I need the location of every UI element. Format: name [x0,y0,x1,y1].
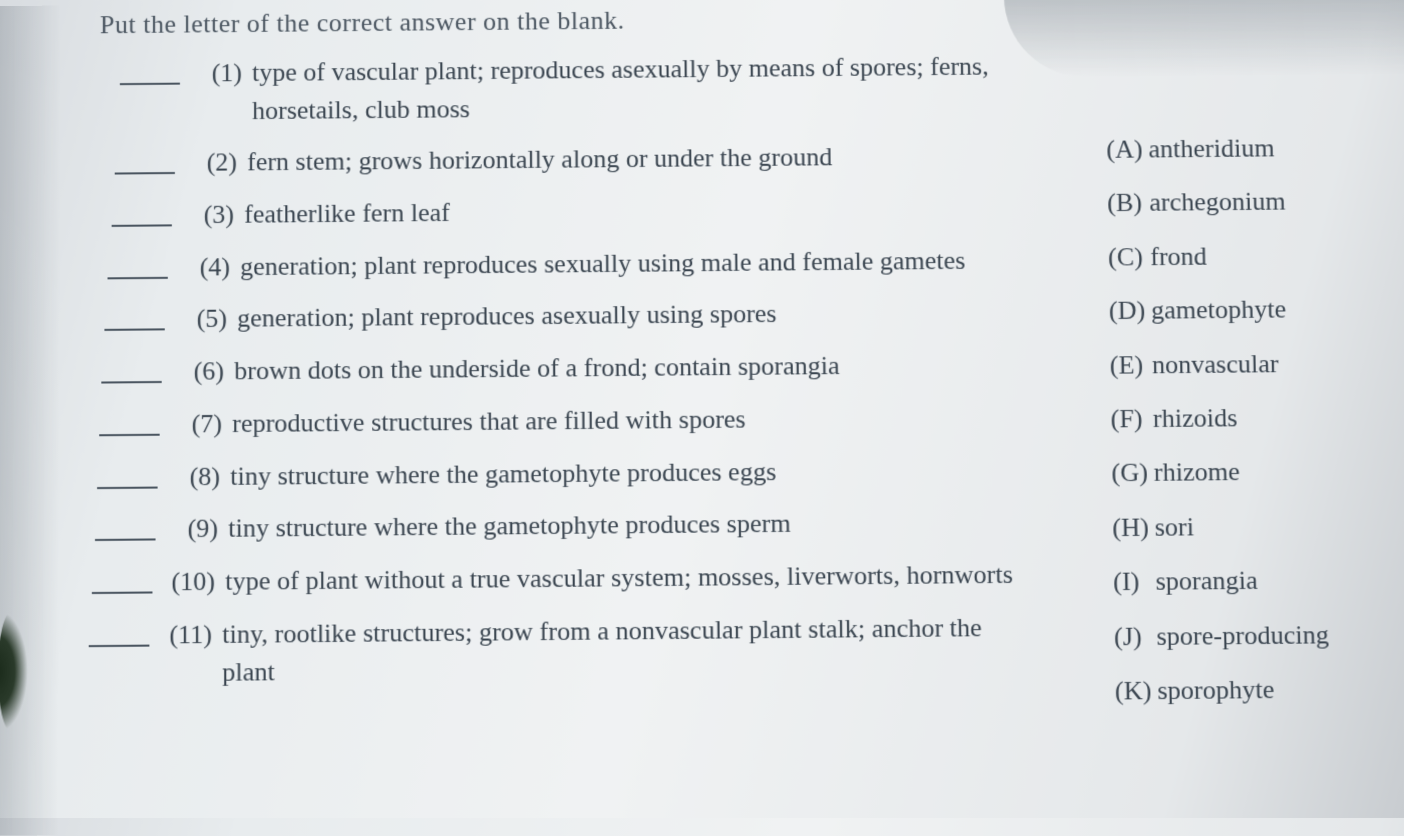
question-text: type of vascular plant; reproduces asexu… [252,47,1012,129]
option-letter: (B) [1107,185,1150,222]
question-number: (4) [180,248,230,286]
question-number: (8) [170,457,220,496]
option-text: sporophyte [1157,670,1388,709]
option-row: (A)antheridium [1106,129,1377,168]
question-text: fern stem; grows horizontally along or u… [247,137,1012,182]
question-row: (7) reproductive structures that are fill… [99,398,1016,444]
question-number: (1) [192,54,242,92]
question-row: (9) tiny structure where the gametophyte … [95,503,1018,549]
option-text: frond [1150,237,1380,276]
question-text: tiny structure where the gametophyte pro… [230,450,1017,495]
question-text: tiny structure where the gametophyte pro… [228,503,1017,548]
question-text: type of plant without a true vascular sy… [225,555,1018,600]
question-number: (9) [168,510,218,549]
option-row: (E)nonvascular [1109,345,1381,384]
question-number: (11) [162,615,213,654]
option-row: (K)sporophyte [1115,670,1389,710]
option-letter: (I) [1113,563,1156,600]
question-number: (6) [174,352,224,391]
option-row: (H)sori [1112,507,1385,546]
answer-blank[interactable] [99,434,159,437]
answer-blank[interactable] [89,644,150,647]
option-text: archegonium [1149,183,1378,222]
question-number: (3) [184,196,234,234]
option-text: gametophyte [1151,291,1381,330]
answer-blank[interactable] [115,172,175,175]
question-text: featherlike fern leaf [244,189,1013,234]
answer-blank[interactable] [112,224,172,227]
question-row: (10)type of plant without a true vascula… [92,555,1019,602]
option-letter: (C) [1108,239,1151,276]
option-letter: (H) [1112,509,1155,546]
question-number: (7) [172,405,222,444]
question-text: reproductive structures that are filled … [232,398,1016,443]
option-letter: (E) [1109,347,1152,384]
answer-blank[interactable] [101,381,161,384]
option-letter: (G) [1111,455,1154,492]
option-letter: (J) [1114,618,1157,656]
option-letter: (K) [1115,672,1158,710]
options-list: (A)antheridium (B)archegonium (C)frond (D)g… [1106,129,1389,727]
question-row: (6) brown dots on the underside of a fron… [101,345,1015,391]
question-row: (3) featherlike fern leaf [112,189,1014,235]
question-row: (11)tiny, rootlike structures; grow from… [89,608,1020,693]
question-number: (10) [165,562,216,601]
question-row: (2) fern stem; grows horizontally along o… [115,137,1013,183]
option-row: (C)frond [1108,237,1380,276]
question-row: (4) generation; plant reproduces sexually… [108,241,1014,287]
page-edge-shadow [0,610,28,733]
option-row: (G)rhizome [1111,453,1384,492]
answer-blank[interactable] [104,329,164,332]
question-row: (8) tiny structure where the gametophyte … [97,450,1017,496]
option-text: antheridium [1148,129,1377,168]
question-row: (1) type of vascular plant; reproduces as… [120,47,1012,130]
question-text: generation; plant reproduces sexually us… [240,241,1014,286]
question-row: (5) generation; plant reproduces asexuall… [104,293,1014,339]
option-row: (B)archegonium [1107,183,1379,222]
question-number: (2) [187,144,237,182]
option-text: spore-producing [1156,616,1387,655]
option-row: (F)rhizoids [1110,399,1383,438]
option-letter: (F) [1110,401,1153,438]
option-text: nonvascular [1152,345,1382,384]
option-row: (D)gametophyte [1109,291,1381,330]
questions-list: (1) type of vascular plant; reproduces as… [89,47,1020,707]
option-letter: (A) [1106,131,1149,168]
option-letter: (D) [1109,293,1152,330]
option-text: rhizome [1154,453,1385,492]
answer-blank[interactable] [92,591,153,594]
instruction-text: Put the letter of the correct answer on … [100,6,625,41]
answer-blank[interactable] [97,486,158,489]
option-row: (J)spore-producing [1114,616,1388,656]
question-text: tiny, rootlike structures; grow from a n… [222,608,1019,692]
question-number: (5) [177,300,227,339]
question-text: generation; plant reproduces asexually u… [237,293,1015,338]
answer-blank[interactable] [108,277,168,280]
option-row: (I)sporangia [1113,561,1386,601]
option-text: sori [1154,507,1385,546]
option-text: rhizoids [1153,399,1383,438]
answer-blank[interactable] [120,83,180,86]
answer-blank[interactable] [95,539,156,542]
option-text: sporangia [1155,561,1386,600]
question-text: brown dots on the underside of a frond; … [234,345,1015,390]
worksheet-page: Put the letter of the correct answer on … [0,0,1404,836]
